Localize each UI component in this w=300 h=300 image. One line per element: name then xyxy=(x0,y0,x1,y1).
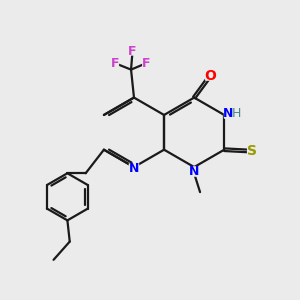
FancyBboxPatch shape xyxy=(129,163,139,174)
FancyBboxPatch shape xyxy=(111,59,119,68)
Text: O: O xyxy=(204,68,216,83)
Text: H: H xyxy=(232,107,241,120)
Text: F: F xyxy=(128,45,137,58)
Text: S: S xyxy=(247,144,257,158)
FancyBboxPatch shape xyxy=(142,59,151,68)
Text: F: F xyxy=(142,57,151,70)
FancyBboxPatch shape xyxy=(224,108,241,119)
Text: N: N xyxy=(223,107,233,120)
FancyBboxPatch shape xyxy=(189,166,200,177)
FancyBboxPatch shape xyxy=(128,47,137,56)
Text: N: N xyxy=(189,165,200,178)
FancyBboxPatch shape xyxy=(205,70,216,81)
Text: N: N xyxy=(129,162,139,175)
FancyBboxPatch shape xyxy=(247,146,257,157)
Text: F: F xyxy=(111,57,119,70)
